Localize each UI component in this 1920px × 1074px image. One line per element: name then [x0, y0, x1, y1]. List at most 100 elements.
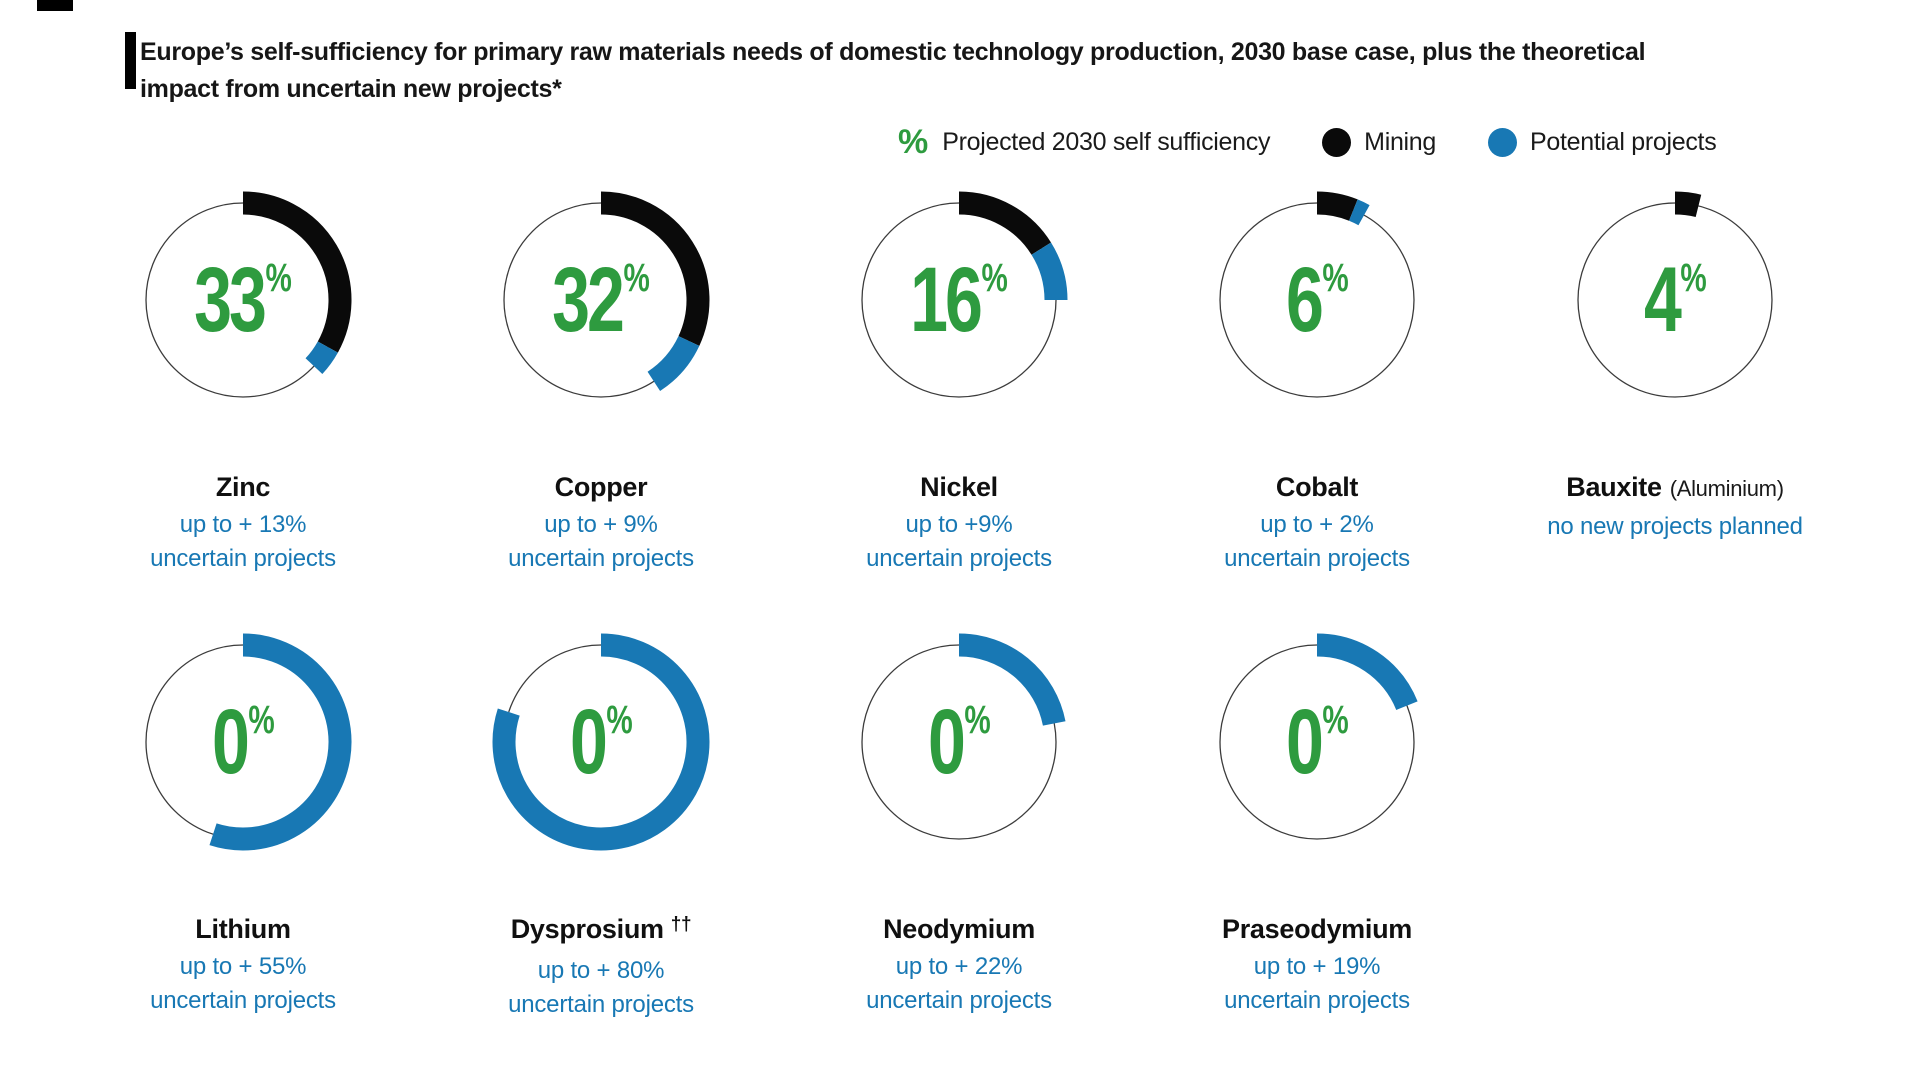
donut-cell-neodymium: 0% Neodymium up to + 22% uncertain proje…: [780, 622, 1138, 1022]
note-line2: uncertain projects: [1224, 987, 1410, 1014]
pct-number: 0: [569, 691, 608, 793]
pct-number: 0: [1285, 691, 1324, 793]
legend: % Projected 2030 self sufficiency Mining…: [898, 123, 1717, 161]
dagger-footnote-mark: ††: [670, 914, 692, 935]
material-name: Cobalt: [1275, 472, 1359, 502]
note-line2: uncertain projects: [866, 545, 1052, 572]
legend-self-sufficiency-label: Projected 2030 self sufficiency: [942, 127, 1271, 156]
self-sufficiency-value: 0%: [839, 622, 1079, 862]
uncertain-projects-note: up to + 22% uncertain projects: [866, 950, 1052, 1018]
note-line1: up to + 80%: [537, 957, 665, 984]
donut-cell-zinc: 33% Zinc up to + 13% uncertain projects: [64, 180, 422, 576]
pct-number: 4: [1643, 249, 1682, 351]
material-name: Praseodymium: [1222, 914, 1412, 944]
self-sufficiency-value: 4%: [1555, 180, 1795, 420]
chart-title-line2: impact from uncertain new projects*: [140, 75, 562, 103]
percent-icon: %: [898, 123, 929, 161]
donut-chart-nickel: 16%: [839, 180, 1079, 420]
legend-projects-label: Potential projects: [1530, 127, 1717, 156]
self-sufficiency-value: 6%: [1197, 180, 1437, 420]
note-line1: up to + 55%: [179, 953, 307, 980]
pct-number: 33: [194, 249, 267, 351]
material-name: Zinc: [215, 472, 271, 502]
pct-unit: %: [265, 256, 292, 300]
donut-rings-zinc: [145, 191, 352, 398]
donut-row-2: 0% Lithium up to + 55% uncertain project…: [64, 622, 1496, 1022]
donut-rings-copper: [503, 191, 710, 398]
note-line2: uncertain projects: [866, 987, 1052, 1014]
pct-unit: %: [248, 698, 275, 742]
self-sufficiency-value: 0%: [481, 622, 721, 862]
donut-chart-zinc: 33%: [123, 180, 363, 420]
pct-unit: %: [981, 256, 1008, 300]
self-sufficiency-value: 16%: [839, 180, 1079, 420]
pct-number: 16: [910, 249, 983, 351]
pct-unit: %: [1680, 256, 1707, 300]
pct-unit: %: [623, 256, 650, 300]
note-line1: up to + 9%: [544, 511, 658, 538]
note-line1: up to + 22%: [895, 953, 1023, 980]
pct-unit: %: [606, 698, 633, 742]
donut-rings-neodymium: [861, 633, 1066, 840]
note-line1: no new projects planned: [1547, 513, 1803, 540]
self-sufficiency-value: 0%: [1197, 622, 1437, 862]
title-accent-bar: [125, 32, 136, 89]
projects-dot-icon: [1488, 127, 1518, 157]
uncertain-projects-note: up to + 19% uncertain projects: [1224, 950, 1410, 1018]
pct-unit: %: [1322, 698, 1349, 742]
pct-number: 6: [1285, 249, 1324, 351]
pct-number: 0: [927, 691, 966, 793]
donut-cell-praseodymium: 0% Praseodymium up to + 19% uncertain pr…: [1138, 622, 1496, 1022]
note-line1: up to +9%: [905, 511, 1013, 538]
uncertain-projects-note: up to + 80% uncertain projects: [508, 954, 694, 1022]
donut-rings-lithium: [145, 633, 352, 851]
uncertain-projects-note: up to + 55% uncertain projects: [150, 950, 336, 1018]
material-name-suffix: (Aluminium): [1669, 476, 1784, 501]
donut-cell-dysprosium: 0% Dysprosium †† up to + 80% uncertain pr…: [422, 622, 780, 1022]
material-name: Nickel: [920, 472, 998, 502]
note-line1: up to + 13%: [179, 511, 307, 538]
self-sufficiency-value: 0%: [123, 622, 363, 862]
donut-chart-bauxite: 4%: [1555, 180, 1795, 420]
uncertain-projects-note: up to + 9% uncertain projects: [508, 508, 694, 576]
donut-rings-dysprosium: [492, 633, 710, 851]
donut-rings-bauxite: [1577, 191, 1773, 398]
note-line2: uncertain projects: [150, 545, 336, 572]
donut-cell-bauxite: 4% Bauxite (Aluminium) no new projects pl…: [1496, 180, 1854, 576]
uncertain-projects-note: up to +9% uncertain projects: [866, 508, 1052, 576]
uncertain-projects-note: no new projects planned: [1547, 510, 1803, 544]
donut-chart-cobalt: 6%: [1197, 180, 1437, 420]
donut-chart-lithium: 0%: [123, 622, 363, 862]
material-name: Bauxite (Aluminium): [1566, 472, 1784, 502]
self-sufficiency-value: 32%: [481, 180, 721, 420]
donut-chart-neodymium: 0%: [839, 622, 1079, 862]
donut-row-1: 33% Zinc up to + 13% uncertain projects …: [64, 180, 1854, 576]
donut-cell-copper: 32% Copper up to + 9% uncertain projects: [422, 180, 780, 576]
legend-mining-label: Mining: [1364, 127, 1437, 156]
note-line1: up to + 19%: [1253, 953, 1381, 980]
uncertain-projects-note: up to + 2% uncertain projects: [1224, 508, 1410, 576]
donut-cell-cobalt: 6% Cobalt up to + 2% uncertain projects: [1138, 180, 1496, 576]
material-name: Lithium: [195, 914, 291, 944]
pct-unit: %: [1322, 256, 1349, 300]
material-name: Copper: [554, 472, 648, 502]
mining-dot-icon: [1322, 127, 1352, 157]
note-line2: uncertain projects: [508, 545, 694, 572]
note-line1: up to + 2%: [1260, 511, 1374, 538]
note-line2: uncertain projects: [150, 987, 336, 1014]
material-name: Dysprosium ††: [510, 914, 692, 944]
note-line2: uncertain projects: [1224, 545, 1410, 572]
pct-unit: %: [964, 698, 991, 742]
donut-chart-dysprosium: 0%: [481, 622, 721, 862]
donut-cell-nickel: 16% Nickel up to +9% uncertain projects: [780, 180, 1138, 576]
donut-cell-lithium: 0% Lithium up to + 55% uncertain project…: [64, 622, 422, 1022]
donut-rings-praseodymium: [1219, 633, 1418, 840]
pct-number: 32: [552, 249, 625, 351]
pct-number: 0: [211, 691, 250, 793]
donut-rings-cobalt: [1219, 191, 1415, 398]
chart-title: Europe’s self-sufficiency for primary ra…: [140, 34, 1646, 108]
donut-chart-copper: 32%: [481, 180, 721, 420]
uncertain-projects-note: up to + 13% uncertain projects: [150, 508, 336, 576]
note-line2: uncertain projects: [508, 991, 694, 1018]
